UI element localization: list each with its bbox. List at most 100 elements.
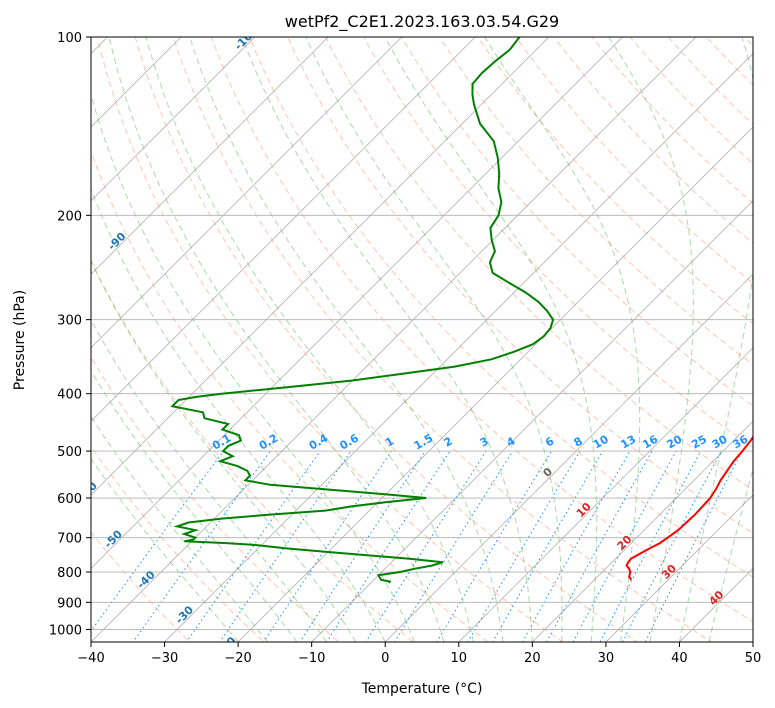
x-tick-label: 50 [745,651,762,666]
isotherm-label: -50 [102,527,125,550]
dry-adiabat-line [477,37,753,325]
dry-adiabat-line [515,37,753,284]
moist-adiabat-line [484,37,641,642]
mixing-ratio-line [299,450,426,642]
isotherm-label: 10 [574,500,594,520]
isotherm-line [91,37,182,128]
moist-adiabat-line [91,415,268,642]
x-tick-label: −10 [298,651,325,666]
isotherm-line [384,273,753,642]
isotherm-line [163,52,753,642]
isotherm-line [91,37,476,422]
moist-adiabat-line [91,457,239,642]
y-tick-label: 500 [57,445,82,460]
mixing-ratio-line [467,450,581,642]
isotherm-line [91,37,697,642]
mixing-ratio-line [91,450,224,632]
isotherm-label: -20 [216,634,239,657]
dry-adiabat-line [248,37,753,578]
sounding-series [170,37,753,584]
y-tick-label: 700 [57,532,82,547]
isotherm-line [91,37,329,275]
x-tick-label: 10 [451,651,468,666]
y-tick-label: 300 [57,314,82,329]
isotherm-line [91,37,403,349]
y-tick-label: 900 [57,596,82,611]
isotherm-line [605,494,753,642]
moist-adiabat-line [91,93,416,642]
x-tick-label: 40 [671,651,688,666]
isotherm-line [678,567,753,642]
x-tick-label: 20 [524,651,541,666]
moist-adiabat-line [145,37,474,642]
isotherm-line [458,347,753,642]
isotherm-line [237,126,753,642]
moist-adiabat-line [91,369,298,642]
chart-title: wetPf2_C2E1.2023.163.03.54.G29 [285,12,559,32]
mixing-ratio-label: 1 [383,435,396,450]
mixing-ratio-label: 36 [730,432,750,451]
mixing-ratio-label: 3 [478,435,491,450]
isotherm-lines [91,37,753,642]
plot-frame [90,36,754,643]
isotherm-label: -70 [63,419,86,442]
y-tick-label: 100 [57,31,82,46]
dry-adiabat-line [286,37,753,534]
dry-adiabat-line [705,37,753,86]
x-tick-label: 30 [598,651,615,666]
isotherm-label: -60 [77,479,100,502]
x-axis-ticks: −40 −30 −20 −10 0 10 20 30 40 50 [77,642,761,666]
mixing-ratio-label: 16 [640,432,660,451]
x-tick-label: 0 [381,651,389,666]
moist-adiabat-line [678,37,753,642]
mixing-ratio-label: 0.4 [307,431,331,452]
mixing-ratio-line [492,450,604,642]
dry-adiabat-line [91,356,340,642]
moist-adiabat-line [91,318,327,642]
isotherm-label: -10 [262,662,285,685]
dry-adiabat-line [439,37,753,366]
mixing-ratio-label: 1.5 [412,432,435,453]
mixing-ratio-line [436,450,552,642]
temperature-profile-line [625,435,753,581]
x-axis-label: Temperature (°C) [361,681,483,697]
isotherm-label: -30 [173,603,196,626]
isotherm-label: -100 [232,24,261,53]
mixing-ratio-label: 0.1 [210,432,233,453]
moist-adiabat-line [608,37,694,642]
moist-adiabat-line [91,259,357,642]
plot-area: -100-90-80-70-60-50-40-30-20-10010203040… [63,24,775,685]
dry-adiabat-lines [91,24,775,654]
isotherm-line [91,37,624,570]
dry-adiabat-line [91,445,266,642]
mixing-ratio-line [644,450,743,642]
y-tick-label: 1000 [49,623,82,638]
moist-adiabat-line [708,467,753,642]
dry-adiabat-line [96,37,564,642]
dry-adiabat-line [210,37,753,623]
dry-adiabat-line [769,24,775,654]
y-tick-label: 800 [57,566,82,581]
y-axis-label: Pressure (hPa) [12,290,28,390]
x-tick-label: −30 [151,651,178,666]
dry-adiabat-line [91,150,489,642]
isotherm-line [91,37,256,202]
mixing-ratio-label: 10 [591,432,611,451]
dry-adiabat-line [134,37,639,642]
dry-adiabat-line [401,37,753,407]
x-tick-label: −40 [77,651,104,666]
isotherm-line [311,200,753,642]
dry-adiabat-line [325,37,753,491]
isotherm-label: 40 [706,588,726,608]
moist-adiabat-lines [91,37,753,642]
y-tick-label: 600 [57,492,82,507]
dry-adiabat-line [667,37,753,126]
dewpoint-profile-line [170,37,555,584]
dry-adiabat-line [91,259,415,642]
y-axis-ticks: 100 200 300 400 500 600 700 800 900 1000 [49,31,91,638]
mixing-ratio-label: 13 [618,433,638,452]
y-tick-label: 200 [57,209,82,224]
moist-adiabat-line [241,37,533,642]
dry-adiabat-line [91,531,191,642]
